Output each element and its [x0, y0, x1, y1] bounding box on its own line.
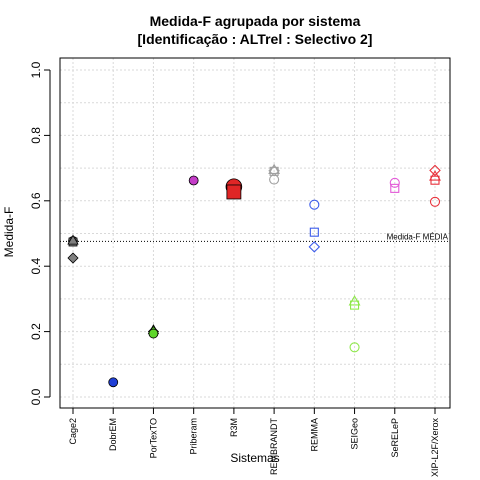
- y-axis: 0.0 0.2 0.4 0.6 0.8 1.0: [29, 61, 51, 405]
- data-point-circle: [108, 377, 119, 388]
- x-tick-label: XIP-L2F/Xerox: [430, 418, 440, 478]
- data-point-triangle: [268, 163, 281, 175]
- data-point-square: [226, 184, 242, 200]
- x-tick-label: PorTexTO: [148, 418, 158, 458]
- data-point-circle: [389, 177, 400, 188]
- data-point-diamond: [67, 252, 79, 264]
- chart-title: Medida-F agrupada por sistema: [150, 13, 361, 29]
- data-point-diamond: [308, 241, 321, 253]
- data-point-square: [309, 227, 319, 237]
- data-point-circle: [349, 342, 360, 353]
- data-point-square: [350, 300, 360, 310]
- x-axis: Cage2 DobrEM PorTexTO Priberam R3M REMBRANDT R…: [68, 407, 440, 478]
- data-point-square: [390, 183, 400, 193]
- x-tick-label: SEIGeo: [350, 418, 360, 450]
- x-tick-label: DobrEM: [108, 418, 118, 451]
- x-tick-label: Cage2: [68, 418, 78, 445]
- x-axis-label: Sistemas: [230, 451, 279, 465]
- y-tick-label: 0.0: [29, 388, 43, 405]
- x-tick-label: R3M: [229, 418, 239, 437]
- data-point-circle: [188, 175, 199, 186]
- y-tick-label: 0.4: [29, 258, 43, 275]
- data-point-diamond: [429, 164, 441, 177]
- y-tick-label: 1.0: [29, 61, 43, 78]
- y-axis-label: Medida-F: [2, 207, 16, 258]
- data-point-circle: [148, 328, 159, 339]
- reference-line-group: Medida-F MÉDIA: [60, 232, 450, 242]
- y-tick-label: 0.2: [29, 323, 43, 340]
- data-point-circle: [429, 196, 441, 207]
- data-point-circle: [269, 174, 280, 185]
- data-point-triangle: [67, 234, 79, 245]
- reference-line-label: Medida-F MÉDIA: [387, 232, 449, 241]
- y-tick-label: 0.6: [29, 192, 43, 209]
- y-tick-label: 0.8: [29, 127, 43, 144]
- data-point-circle: [309, 199, 320, 210]
- x-tick-label: Priberam: [189, 418, 199, 455]
- grid-lines: [60, 58, 450, 408]
- chart-subtitle: [Identificação : ALTrel : Selectivo 2]: [138, 31, 373, 47]
- x-tick-label: REMBRANDT: [269, 418, 279, 476]
- x-tick-label: REMMA: [309, 418, 319, 452]
- x-tick-label: SeRELeP: [390, 418, 400, 458]
- data-point-square: [430, 175, 440, 185]
- data-points: [67, 163, 441, 388]
